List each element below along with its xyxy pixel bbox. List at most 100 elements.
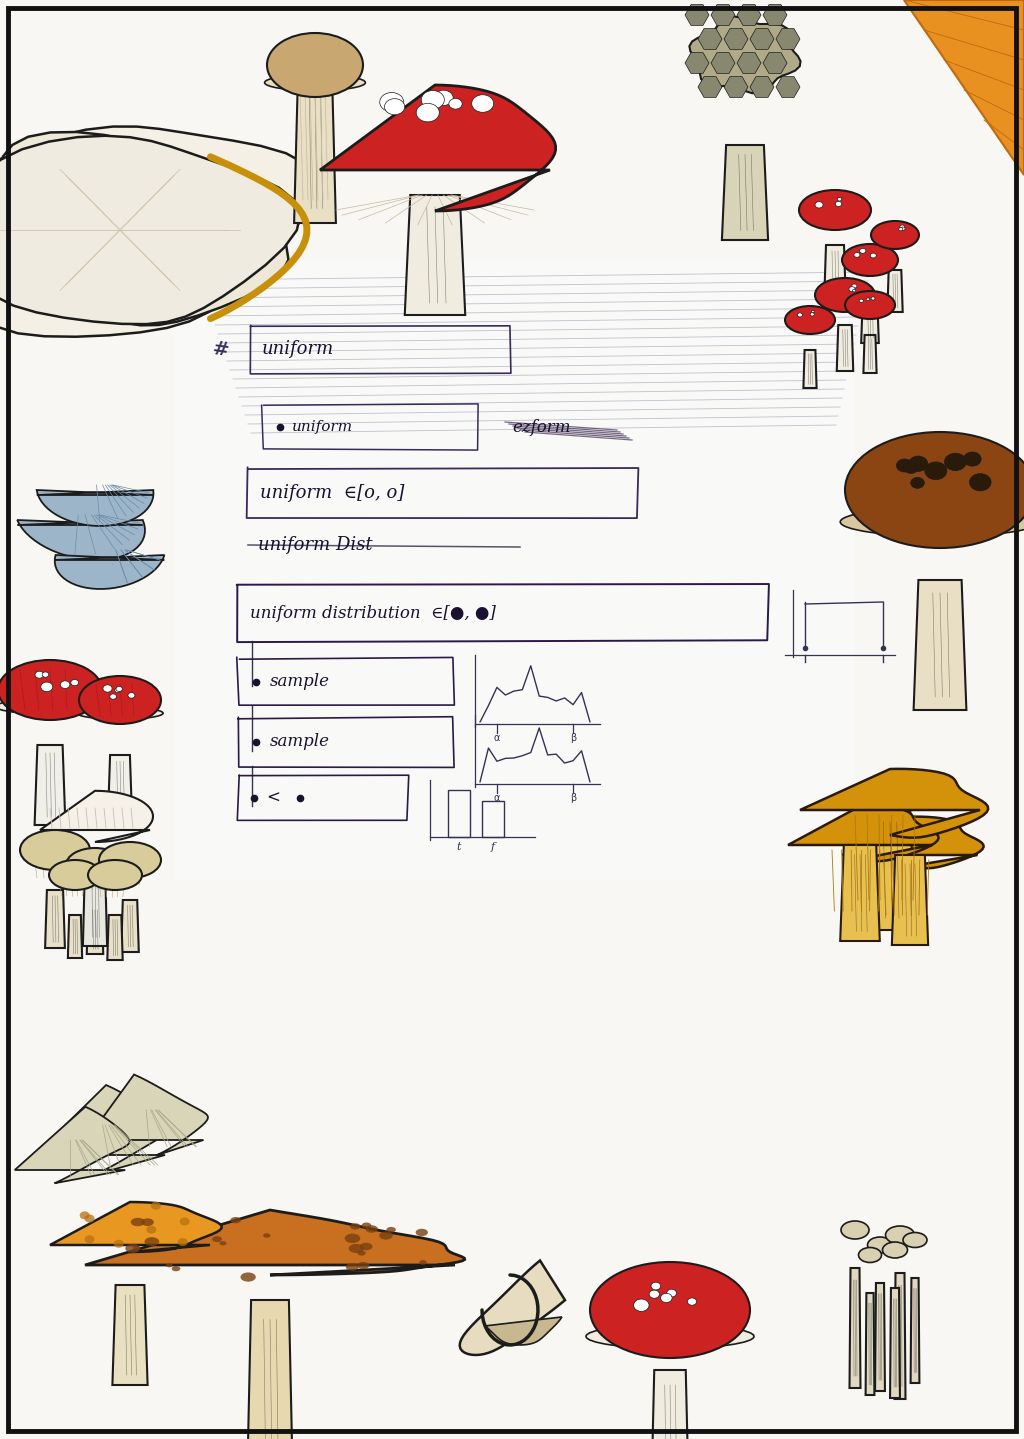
Polygon shape (698, 29, 722, 49)
Polygon shape (14, 1107, 129, 1183)
Ellipse shape (867, 1238, 893, 1253)
Ellipse shape (179, 1217, 189, 1226)
Ellipse shape (838, 197, 842, 201)
Polygon shape (87, 905, 103, 954)
Polygon shape (35, 1085, 170, 1176)
Polygon shape (319, 85, 556, 212)
Ellipse shape (815, 201, 823, 209)
Polygon shape (35, 745, 66, 825)
Ellipse shape (449, 98, 462, 109)
Ellipse shape (925, 462, 947, 479)
Polygon shape (50, 1202, 221, 1252)
Polygon shape (837, 325, 853, 371)
Ellipse shape (350, 1223, 360, 1229)
Polygon shape (750, 76, 774, 98)
Polygon shape (121, 899, 139, 953)
Ellipse shape (85, 1215, 94, 1223)
Polygon shape (711, 4, 735, 26)
Ellipse shape (141, 1219, 154, 1226)
Ellipse shape (970, 473, 991, 491)
Polygon shape (55, 555, 165, 589)
Text: β: β (570, 732, 577, 743)
Ellipse shape (110, 694, 117, 699)
Polygon shape (861, 295, 879, 342)
Ellipse shape (870, 253, 877, 258)
Ellipse shape (115, 688, 121, 692)
Ellipse shape (866, 298, 869, 301)
Ellipse shape (77, 707, 163, 720)
Text: <: < (266, 790, 280, 806)
Ellipse shape (859, 299, 863, 302)
Ellipse shape (904, 462, 919, 473)
Ellipse shape (871, 222, 919, 249)
Ellipse shape (883, 1242, 907, 1258)
Ellipse shape (687, 1298, 696, 1305)
Ellipse shape (815, 278, 874, 312)
Polygon shape (698, 76, 722, 98)
Ellipse shape (35, 671, 44, 678)
Polygon shape (45, 889, 65, 948)
Ellipse shape (60, 681, 70, 688)
Ellipse shape (944, 453, 967, 471)
Polygon shape (724, 76, 748, 98)
Ellipse shape (212, 1236, 222, 1242)
Ellipse shape (385, 99, 404, 115)
Ellipse shape (841, 1222, 869, 1239)
Text: uniform distribution  ∈[●, ●]: uniform distribution ∈[●, ●] (250, 604, 496, 622)
Ellipse shape (886, 1226, 914, 1243)
Polygon shape (841, 845, 880, 941)
Polygon shape (404, 196, 465, 315)
Polygon shape (888, 271, 903, 312)
Ellipse shape (20, 830, 90, 871)
Polygon shape (460, 1261, 565, 1356)
Ellipse shape (0, 699, 104, 714)
Ellipse shape (144, 1238, 159, 1246)
Ellipse shape (366, 1225, 378, 1233)
Polygon shape (904, 0, 1024, 176)
Text: #: # (211, 340, 229, 360)
Ellipse shape (230, 1217, 241, 1223)
Polygon shape (750, 29, 774, 49)
Polygon shape (86, 1075, 208, 1156)
Ellipse shape (964, 452, 981, 466)
Ellipse shape (845, 291, 895, 319)
Ellipse shape (651, 1282, 660, 1289)
Polygon shape (37, 491, 154, 525)
Polygon shape (724, 29, 748, 49)
Ellipse shape (852, 289, 856, 292)
Text: sample: sample (270, 734, 330, 751)
Ellipse shape (903, 1232, 927, 1248)
Polygon shape (711, 53, 735, 73)
Polygon shape (763, 53, 787, 73)
Ellipse shape (380, 92, 403, 112)
Polygon shape (737, 4, 761, 26)
Polygon shape (865, 1294, 874, 1394)
Polygon shape (108, 915, 123, 960)
Text: uniform  ∈[o, o]: uniform ∈[o, o] (260, 484, 404, 502)
Ellipse shape (66, 848, 124, 882)
Polygon shape (485, 1317, 562, 1345)
Text: α: α (494, 732, 500, 743)
Text: β: β (570, 793, 577, 803)
Polygon shape (895, 1274, 905, 1399)
Ellipse shape (910, 478, 925, 488)
Polygon shape (85, 1210, 465, 1275)
Ellipse shape (114, 1240, 124, 1248)
Ellipse shape (858, 1248, 882, 1262)
Ellipse shape (263, 1233, 270, 1238)
Ellipse shape (386, 1227, 396, 1233)
Ellipse shape (649, 1291, 659, 1298)
Polygon shape (800, 768, 988, 837)
Polygon shape (850, 1268, 860, 1389)
Ellipse shape (267, 33, 362, 96)
Ellipse shape (172, 1266, 180, 1271)
Ellipse shape (80, 1212, 90, 1219)
Ellipse shape (42, 672, 49, 678)
Ellipse shape (859, 249, 866, 253)
Ellipse shape (908, 456, 928, 472)
Ellipse shape (901, 227, 905, 230)
Polygon shape (650, 1370, 689, 1439)
Ellipse shape (841, 508, 1024, 537)
Polygon shape (737, 53, 761, 73)
Ellipse shape (71, 679, 79, 686)
